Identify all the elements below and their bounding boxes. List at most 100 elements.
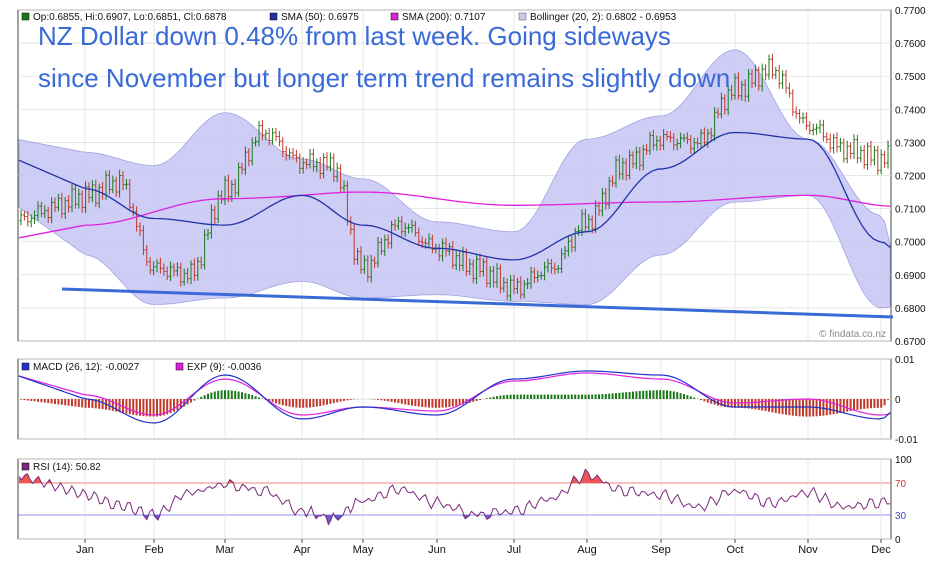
price-bar [801, 112, 805, 124]
price-bar [264, 129, 268, 141]
price-bar [124, 178, 128, 190]
price-bar [522, 279, 526, 299]
rsi-y-tick: 70 [895, 479, 907, 490]
price-bar [818, 119, 822, 134]
price-bar [536, 270, 540, 283]
price-bar [706, 128, 710, 148]
price-bar [726, 84, 730, 116]
price-bar [804, 112, 808, 131]
price-bar [859, 145, 863, 163]
price-bar [135, 206, 139, 232]
price-bar [849, 142, 853, 159]
price-bar [281, 137, 285, 158]
price-bar [444, 237, 448, 257]
price-bar [668, 131, 672, 143]
price-bar [852, 134, 856, 160]
price-bar [526, 277, 530, 290]
macd-y-tick: 0 [895, 395, 901, 406]
price-bar [689, 134, 693, 155]
price-bar [787, 82, 791, 98]
price-bar [879, 149, 883, 175]
price-bar [407, 223, 411, 234]
price-bar [471, 259, 475, 284]
price-bar [699, 129, 703, 148]
price-bar [94, 179, 98, 208]
price-bar [325, 152, 329, 171]
price-bar [257, 120, 261, 147]
price-bar [369, 254, 373, 283]
price-bar [243, 146, 247, 175]
macd-legend-swatch [21, 362, 30, 371]
x-tick-label: Mar [216, 544, 235, 556]
price-bar [498, 264, 502, 294]
price-bar [352, 223, 356, 265]
x-tick-label: Feb [145, 544, 164, 556]
price-y-tick: 0.6900 [895, 271, 926, 282]
price-bar [267, 127, 271, 146]
price-bar [413, 221, 417, 237]
price-bar [175, 262, 179, 277]
price-bar [73, 184, 77, 209]
exp-legend-label: EXP (9): -0.0036 [187, 362, 262, 373]
price-bar [876, 145, 880, 175]
macd-y-axis: 0.01 0 -0.01 [895, 355, 918, 446]
price-bar [747, 68, 751, 102]
annotation-line-1: NZ Dollar down 0.48% from last week. Goi… [38, 21, 671, 51]
x-tick-label: Apr [293, 544, 310, 556]
price-bar [672, 132, 676, 151]
price-bar [128, 179, 132, 212]
price-bar [298, 153, 302, 175]
price-bar [339, 164, 343, 193]
x-tick-label: Aug [577, 544, 597, 556]
price-bar [356, 247, 360, 265]
price-bar [614, 155, 618, 188]
price-bars [19, 53, 890, 302]
price-bar [600, 188, 604, 217]
price-bar [883, 150, 887, 168]
price-bar [529, 266, 533, 289]
price-bar [716, 107, 720, 119]
price-bar [709, 127, 713, 142]
price-bar [553, 262, 557, 275]
price-bar [335, 162, 339, 183]
price-bar [288, 148, 292, 160]
price-bar [512, 274, 516, 295]
price-bar [67, 195, 71, 213]
price-bar [570, 235, 574, 253]
price-bar [107, 170, 111, 195]
price-bar [682, 134, 686, 142]
price-bar [454, 250, 458, 271]
price-bar [417, 227, 421, 246]
price-bar [80, 190, 84, 213]
price-bar [260, 120, 264, 141]
price-bar [291, 147, 295, 160]
price-bar [784, 69, 788, 94]
price-bar [774, 66, 778, 80]
x-tick-label: Jul [507, 544, 521, 556]
price-bar [165, 266, 169, 281]
price-bar [393, 219, 397, 231]
price-bar [468, 258, 472, 276]
price-bar [607, 176, 611, 210]
price-bar [39, 201, 43, 218]
price-bar [733, 73, 737, 100]
price-bar [152, 261, 156, 276]
x-tick-label: Jan [76, 544, 94, 556]
price-bar [189, 260, 193, 285]
macd-panel: 0.01 0 -0.01 MACD (26, 12): -0.0027 EXP (9… [17, 355, 918, 446]
price-bar [505, 278, 509, 301]
price-bar [679, 132, 683, 149]
price-bar [386, 234, 390, 249]
macd-line [18, 370, 891, 424]
price-bar [318, 157, 322, 180]
price-bar [753, 64, 757, 87]
price-bar [740, 80, 744, 101]
price-bar [519, 276, 523, 300]
rsi-frame [17, 458, 892, 540]
price-bar [702, 127, 706, 147]
x-tick-label: Nov [798, 544, 818, 556]
price-bar [308, 148, 312, 169]
price-bar [624, 158, 628, 181]
price-bar [621, 157, 625, 180]
